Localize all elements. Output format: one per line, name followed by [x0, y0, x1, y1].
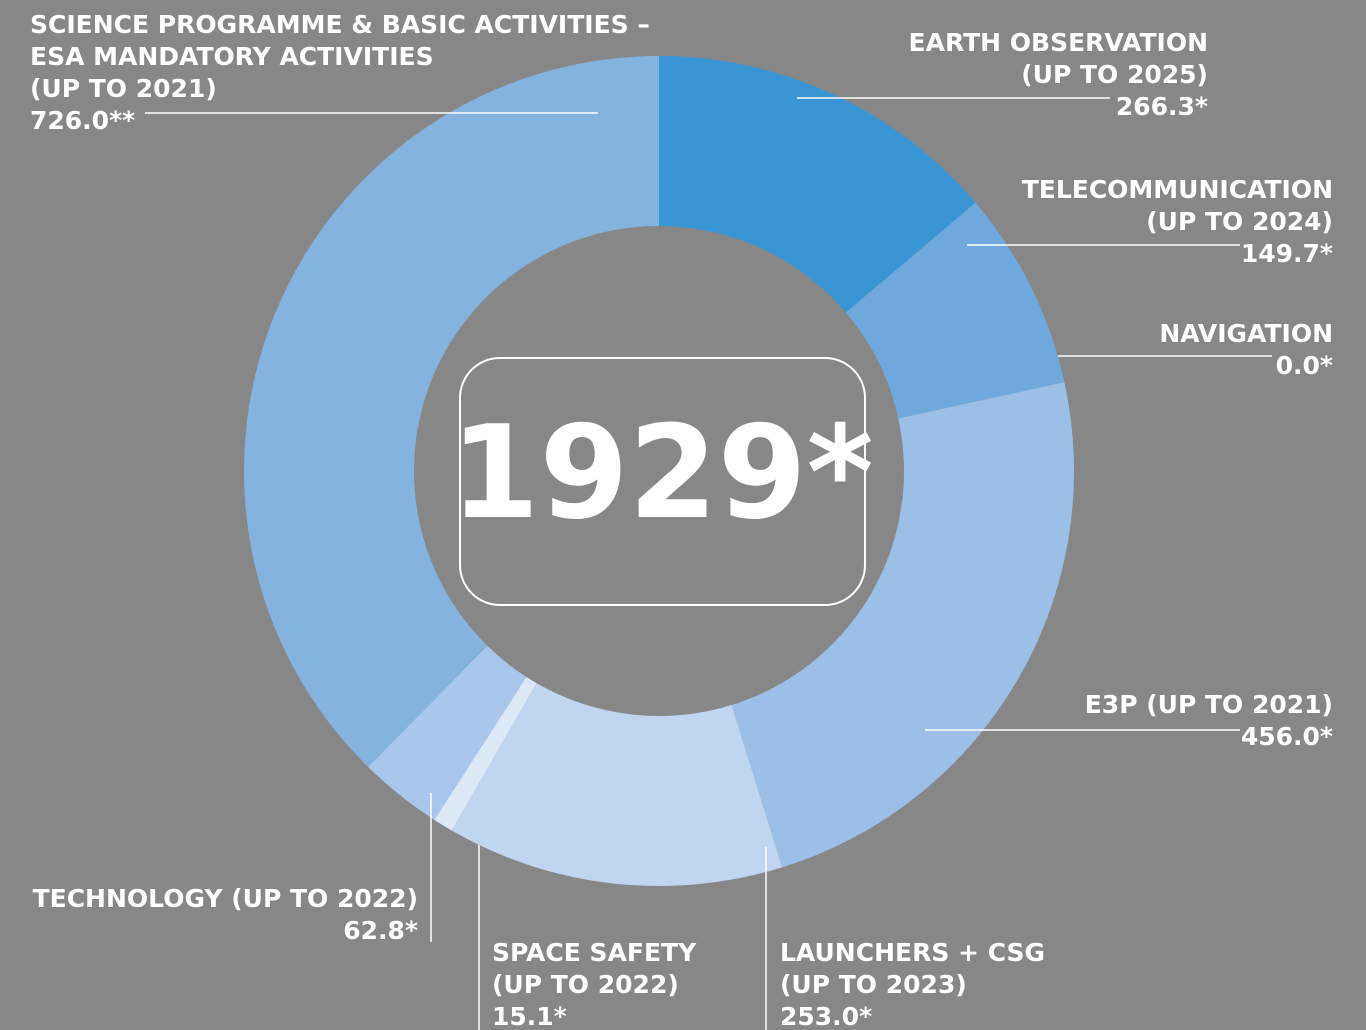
donut-slice — [368, 645, 527, 820]
donut-slice — [731, 382, 1074, 868]
slice-label: TELECOMMUNICATION — [1022, 175, 1333, 204]
donut-slice — [845, 202, 1065, 419]
center-box — [459, 357, 866, 606]
slice-label: SCIENCE PROGRAMME & BASIC ACTIVITIES – — [30, 10, 650, 39]
slice-label: (UP TO 2023) — [780, 970, 967, 999]
value-label: 149.7* — [1241, 239, 1333, 268]
value-label: 15.1* — [492, 1002, 567, 1030]
value-label: 253.0* — [780, 1002, 872, 1030]
value-label: 726.0** — [30, 106, 135, 135]
value-label: 0.0* — [1276, 351, 1333, 380]
slice-label: LAUNCHERS + CSG — [780, 938, 1045, 967]
slice-label: EARTH OBSERVATION — [909, 28, 1208, 57]
slice-label: (UP TO 2021) — [30, 74, 217, 103]
slice-label: E3P (UP TO 2021) — [1085, 690, 1333, 719]
donut-slice — [659, 56, 976, 313]
slice-label: (UP TO 2025) — [1021, 60, 1208, 89]
slice-label: SPACE SAFETY — [492, 938, 697, 967]
slice-label: (UP TO 2022) — [492, 970, 679, 999]
donut-slice — [451, 683, 783, 886]
total-label: 1929* — [450, 399, 873, 548]
slice-label: ESA MANDATORY ACTIVITIES — [30, 42, 434, 71]
value-label: 266.3* — [1116, 92, 1208, 121]
donut-slice — [243, 56, 659, 767]
slice-label: TECHNOLOGY (UP TO 2022) — [33, 884, 418, 913]
value-label: 456.0* — [1241, 722, 1333, 751]
slice-label: (UP TO 2024) — [1146, 207, 1333, 236]
slice-label: NAVIGATION — [1159, 319, 1333, 348]
donut-slice — [434, 676, 537, 831]
value-label: 62.8* — [343, 916, 418, 945]
